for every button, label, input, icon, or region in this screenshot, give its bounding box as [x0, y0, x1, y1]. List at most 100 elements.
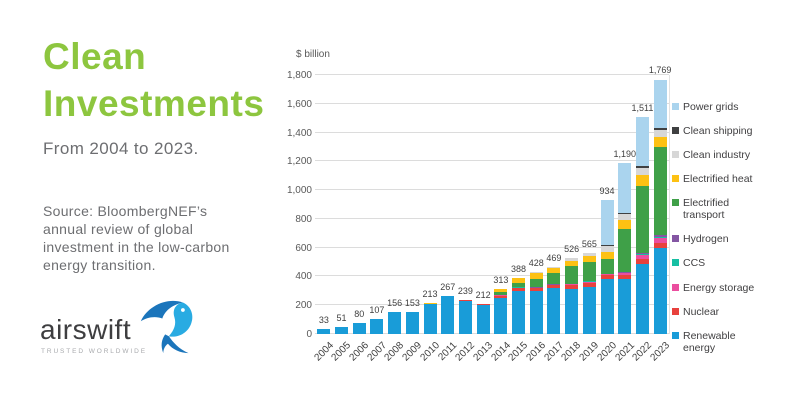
bar-segment-electrified-transport [635, 185, 649, 254]
airswift-tagline: TRUSTED WORLDWIDE [41, 348, 147, 355]
bar-value-label: 313 [493, 274, 509, 285]
bar-segment-power-grids [653, 79, 667, 128]
bar-segment-electrified-heat [494, 288, 508, 293]
bar-value-label: 388 [511, 264, 527, 275]
bar-segment-clean-shipping [635, 166, 649, 168]
bar-2005 [335, 326, 349, 334]
airswift-logo: airswift TRUSTED WORLDWIDE [40, 300, 200, 355]
bar-2021 [618, 162, 632, 334]
bar-segment-renewable-energy [512, 290, 526, 334]
bar-segment-renewable-energy [388, 311, 402, 334]
bar-segment-clean-industry [635, 167, 649, 176]
bar-value-label: 1,190 [613, 148, 637, 159]
bar-segment-electrified-transport [547, 273, 561, 285]
bar-segment-clean-shipping [653, 127, 667, 131]
bar-segment-nuclear [618, 275, 632, 280]
bar-segment-energy-storage [600, 274, 614, 276]
legend-swatch [672, 235, 679, 243]
legend-item: Energy storage [672, 282, 794, 294]
bar-value-label: 156 [387, 297, 403, 308]
bar-segment-nuclear [458, 300, 472, 301]
bar-segment-hydrogen [635, 253, 649, 255]
bar-value-label: 212 [475, 289, 491, 300]
bar-segment-power-grids [618, 162, 632, 213]
bar-segment-renewable-energy [423, 303, 437, 334]
bar-segment-energy-storage [618, 273, 632, 276]
bar-segment-renewable-energy [335, 326, 349, 334]
bar-segment-electrified-transport [618, 229, 632, 273]
gridline [315, 74, 669, 75]
bar-segment-electrified-heat [618, 219, 632, 230]
bar-segment-electrified-transport [582, 262, 596, 282]
bar-2016 [529, 272, 543, 334]
bar-segment-clean-industry [582, 252, 596, 256]
bar-segment-renewable-energy [441, 296, 455, 334]
bar-2018 [565, 258, 579, 334]
bar-segment-clean-industry [618, 213, 632, 220]
x-axis-tick-label: 2013 [471, 340, 495, 364]
y-axis-tick-label: 600 [295, 242, 312, 254]
bar-segment-nuclear [600, 275, 614, 280]
bar-2013 [476, 303, 490, 334]
y-axis-tick-label: 0 [306, 329, 312, 340]
gridline [315, 246, 669, 248]
gridline [315, 102, 669, 104]
bar-segment-nuclear [582, 282, 596, 287]
bar-segment-renewable-energy [529, 291, 543, 334]
bar-segment-electrified-transport [529, 278, 543, 288]
legend-swatch [672, 307, 679, 315]
bar-2020 [600, 199, 614, 334]
bar-segment-renewable-energy [317, 329, 331, 334]
x-axis-labels: 2004 2005 2006 2007 2008 2009 2010 2011 2012 2013… [312, 334, 672, 374]
bar-segment-energy-storage [635, 254, 649, 260]
legend-label: Electrified transport [683, 197, 730, 222]
bar-2023 [653, 79, 667, 334]
legend-label: Power grids [683, 101, 739, 113]
bar-2004 [317, 329, 331, 334]
bar-segment-electrified-heat [635, 175, 649, 186]
legend-label: Nuclear [683, 305, 720, 318]
x-axis-tick-label: 2006 [347, 340, 372, 364]
bar-segment-electrified-heat [600, 251, 614, 259]
gridline [315, 131, 669, 133]
bar-segment-renewable-energy [494, 297, 508, 334]
bar-value-label: 1,511 [631, 102, 654, 113]
bar-2019 [582, 252, 596, 334]
y-axis-title: $ billion [296, 49, 330, 60]
legend-item: Renewable energy [672, 330, 794, 354]
bar-segment-power-grids [600, 199, 614, 246]
gridline [315, 217, 669, 219]
bar-segment-nuclear [529, 287, 543, 292]
bar-segment-electrified-heat [565, 260, 579, 267]
legend-swatch [672, 151, 679, 159]
subtitle: From 2004 to 2023. [43, 139, 199, 158]
bar-value-label: 153 [404, 298, 420, 308]
bar-segment-electrified-heat [653, 136, 667, 148]
bar-segment-ccs [653, 236, 667, 238]
bar-2015 [512, 278, 526, 334]
bar-segment-nuclear [565, 284, 579, 289]
bar-value-label: 526 [564, 244, 580, 255]
source-text: Source: BloombergNEF’s annual review of … [43, 203, 230, 273]
bar-segment-electrified-heat [582, 255, 596, 263]
bar-segment-clean-industry [600, 245, 614, 252]
bar-value-label: 33 [318, 315, 329, 326]
bar-segment-nuclear [547, 285, 561, 289]
bar-segment-power-grids [635, 116, 649, 167]
legend-item: Nuclear [672, 306, 794, 318]
legend-item: Hydrogen [672, 233, 794, 245]
y-axis-labels: 0 200 400 600 800 1,000 1,200 1,400 1,600 1,800 [266, 70, 312, 340]
airswift-wordmark: airswift [40, 314, 132, 345]
legend-swatch [672, 175, 679, 183]
bar-value-label: 469 [546, 252, 562, 263]
bar-2022 [635, 116, 649, 334]
legend-item: Electrified transport [672, 197, 794, 221]
legend-item: Power grids [672, 101, 794, 113]
bar-segment-renewable-energy [547, 288, 561, 334]
y-axis-tick-label: 1,600 [286, 98, 312, 110]
legend-label: CCS [683, 257, 706, 270]
bar-segment-renewable-energy [582, 286, 596, 334]
bar-value-label: 51 [336, 312, 347, 323]
y-axis-tick-label: 400 [295, 271, 312, 283]
x-axis-tick-label: 2016 [524, 340, 549, 364]
